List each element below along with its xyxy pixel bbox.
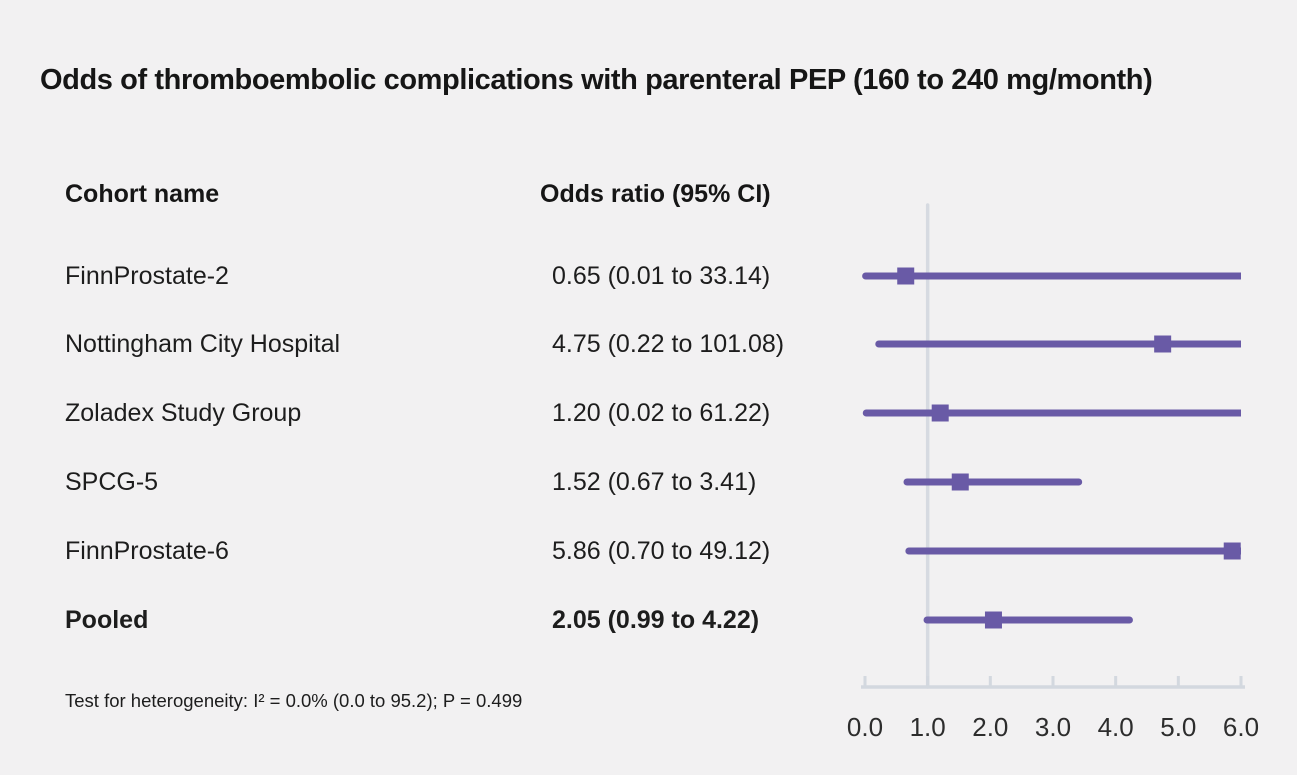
x-axis-tick-label: 4.0 (1098, 712, 1134, 742)
chart-title: Odds of thromboembolic complications wit… (40, 64, 1153, 96)
ci-cap (1125, 616, 1133, 624)
ci-cap (923, 616, 931, 624)
ci-cap (903, 478, 911, 486)
heterogeneity-footnote: Test for heterogeneity: I² = 0.0% (0.0 t… (65, 690, 523, 711)
point-estimate-marker (931, 404, 949, 422)
ci-cap (875, 340, 883, 348)
odds-ratio-value: 1.20 (0.02 to 61.22) (552, 399, 771, 427)
x-axis-tick-label: 3.0 (1035, 712, 1071, 742)
point-estimate-marker (1223, 542, 1241, 560)
column-header-odds-ratio: Odds ratio (95% CI) (540, 180, 771, 208)
cohort-name: Pooled (65, 606, 149, 634)
ci-cap (905, 547, 913, 555)
odds-ratio-value: 4.75 (0.22 to 101.08) (552, 330, 785, 358)
point-estimate-marker (897, 267, 915, 285)
ci-cap (862, 409, 870, 417)
cohort-name: Zoladex Study Group (65, 399, 302, 427)
odds-ratio-value: 1.52 (0.67 to 3.41) (552, 468, 757, 496)
ci-cap (862, 272, 870, 280)
x-axis-tick-label: 0.0 (847, 712, 883, 742)
x-axis-tick-label: 6.0 (1223, 712, 1259, 742)
x-axis-tick-label: 2.0 (972, 712, 1008, 742)
odds-ratio-value: 5.86 (0.70 to 49.12) (552, 537, 771, 565)
ci-cap (1075, 478, 1083, 486)
point-estimate-marker (1154, 335, 1172, 353)
odds-ratio-value: 2.05 (0.99 to 4.22) (552, 606, 760, 634)
cohort-name: FinnProstate-2 (65, 262, 229, 290)
odds-ratio-value: 0.65 (0.01 to 33.14) (552, 262, 771, 290)
point-estimate-marker (984, 611, 1002, 629)
cohort-name: FinnProstate-6 (65, 537, 229, 565)
x-axis-tick-label: 1.0 (910, 712, 946, 742)
cohort-name: SPCG-5 (65, 468, 159, 496)
point-estimate-marker (951, 473, 969, 491)
column-header-cohort-name: Cohort name (65, 180, 220, 208)
x-axis-tick-label: 5.0 (1160, 712, 1196, 742)
cohort-name: Nottingham City Hospital (65, 330, 341, 358)
